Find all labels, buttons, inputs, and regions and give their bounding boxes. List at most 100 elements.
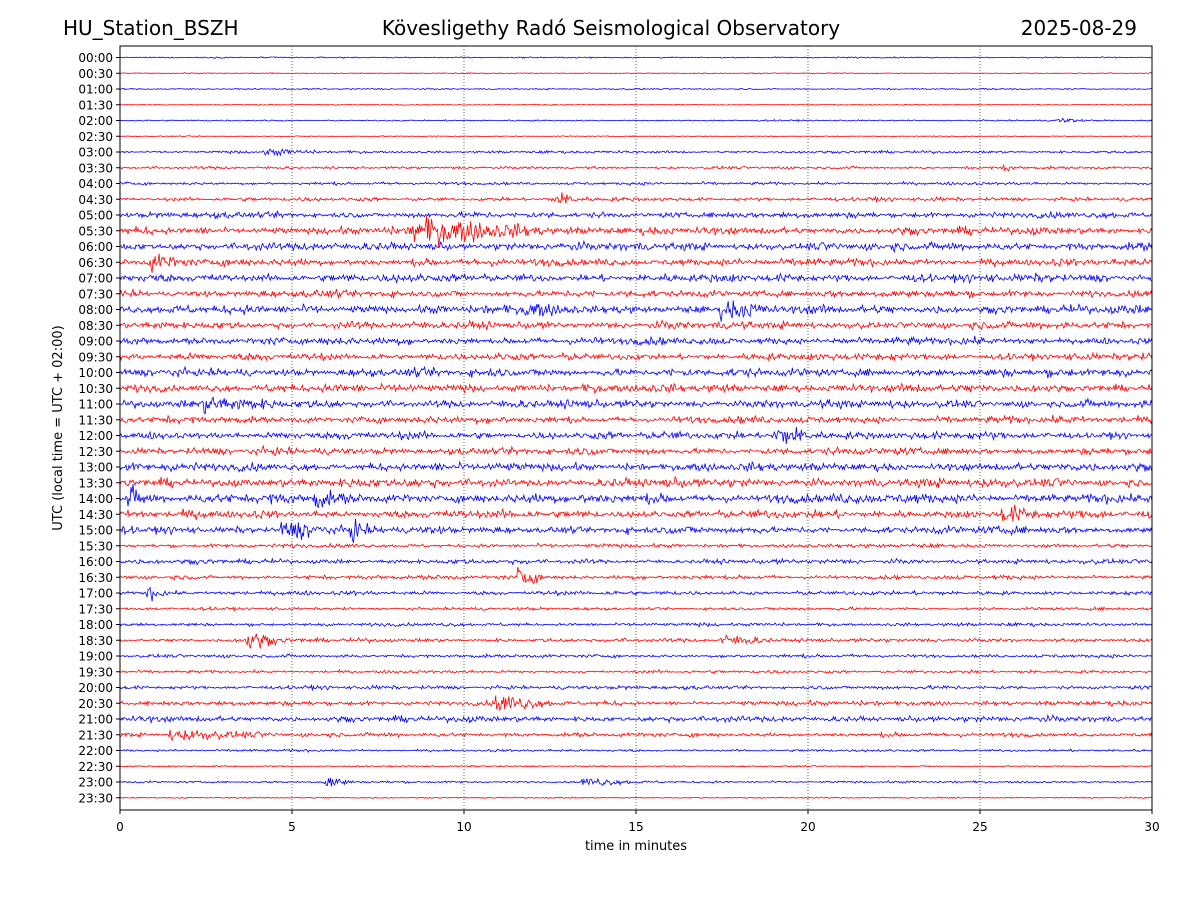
y-tick-label: 03:30 [78,161,113,175]
y-tick-label: 19:30 [78,665,113,679]
trace-1630 [119,566,1153,585]
station-label: HU_Station_BSZH [63,16,239,40]
date-label: 2025-08-29 [1021,16,1137,40]
trace-0630 [119,253,1153,273]
y-tick-label: 15:30 [78,539,113,553]
trace-1200 [119,426,1153,445]
y-tick-label: 16:00 [78,555,113,569]
y-tick-label: 20:00 [78,681,113,695]
y-tick-label: 22:00 [78,744,113,758]
y-tick-label: 21:30 [78,728,113,742]
y-tick-label: 19:00 [78,650,113,664]
y-tick-label: 13:30 [78,476,113,490]
y-tick-label: 08:00 [78,303,113,317]
chart-title: Kövesligethy Radó Seismological Observat… [382,16,840,40]
trace-0730 [119,288,1153,300]
trace-0600 [119,239,1153,254]
trace-1100 [119,396,1153,415]
y-tick-label: 20:30 [78,697,113,711]
trace-2300 [120,777,1153,787]
trace-1430 [119,504,1153,522]
y-tick-label: 11:30 [78,413,113,427]
trace-0500 [119,209,1153,220]
y-tick-label: 18:30 [78,634,113,648]
y-tick-label: 07:00 [78,272,113,286]
trace-0200 [119,117,1153,124]
trace-0530 [119,216,1153,248]
trace-0930 [119,351,1153,362]
y-axis-title: UTC (local time = UTC + 02:00) [51,325,66,530]
trace-1700 [119,586,1153,602]
y-tick-label: 17:00 [78,587,113,601]
y-tick-label: 15:00 [78,524,113,538]
y-tick-label: 08:30 [78,319,113,333]
trace-1030 [119,382,1153,395]
trace-0430 [119,192,1153,204]
trace-0700 [119,272,1153,285]
y-tick-label: 02:00 [78,114,113,128]
trace-1000 [119,365,1153,379]
y-tick-label: 02:30 [78,130,113,144]
x-tick-label: 25 [972,820,987,834]
trace-1330 [119,475,1153,489]
x-tick-label: 15 [628,820,643,834]
y-tick-label: 05:00 [78,209,113,223]
trace-0800 [119,300,1153,322]
x-tick-label: 20 [800,820,815,834]
y-tick-label: 11:00 [78,398,113,412]
y-tick-label: 05:30 [78,224,113,238]
trace-1530 [120,542,1153,550]
y-tick-label: 09:00 [78,335,113,349]
x-axis-title: time in minutes [585,839,687,854]
y-tick-label: 22:30 [78,760,113,774]
trace-1500 [119,518,1153,544]
y-tick-label: 04:30 [78,193,113,207]
x-tick-label: 10 [456,820,471,834]
y-tick-label: 21:00 [78,713,113,727]
y-tick-label: 00:00 [78,51,113,65]
y-tick-label: 06:30 [78,256,113,270]
trace-1800 [119,621,1153,628]
trace-1830 [119,633,1153,649]
x-tick-label: 30 [1144,820,1159,834]
y-tick-label: 03:00 [78,146,113,160]
trace-0100 [120,87,1153,91]
y-tick-label: 09:30 [78,350,113,364]
y-tick-label: 17:30 [78,602,113,616]
y-tick-label: 00:30 [78,67,113,81]
y-tick-label: 13:00 [78,461,113,475]
trace-2100 [119,714,1153,725]
y-tick-label: 12:00 [78,429,113,443]
x-tick-label: 5 [288,820,296,834]
trace-2030 [119,695,1153,712]
y-tick-label: 04:00 [78,177,113,191]
trace-2330 [119,796,1153,800]
trace-1600 [119,557,1153,566]
trace-1900 [120,652,1153,659]
y-tick-label: 10:30 [78,382,113,396]
trace-0030 [119,72,1153,75]
trace-2000 [119,683,1153,691]
y-tick-label: 23:00 [78,776,113,790]
trace-0830 [119,319,1153,331]
y-tick-label: 01:00 [78,83,113,97]
trace-layer [119,56,1153,800]
trace-1930 [119,668,1153,675]
y-tick-label: 01:30 [78,98,113,112]
trace-0230 [120,135,1153,138]
trace-0300 [119,148,1153,157]
y-tick-label: 18:00 [78,618,113,632]
x-axis: 0 5 10 15 20 25 30 [116,810,1160,834]
y-tick-label: 07:30 [78,287,113,301]
trace-1400 [119,484,1153,509]
trace-2200 [119,748,1153,753]
trace-0400 [119,180,1153,187]
trace-1130 [119,414,1153,426]
y-tick-label: 23:30 [78,791,113,805]
trace-2230 [119,764,1153,768]
x-tick-label: 0 [116,820,124,834]
y-tick-label: 14:00 [78,492,113,506]
